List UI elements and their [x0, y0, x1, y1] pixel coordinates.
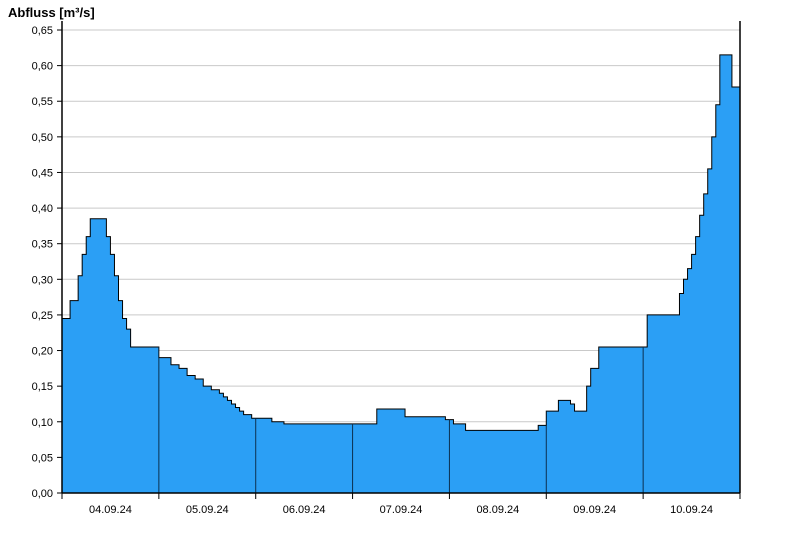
y-tick-label: 0,45 [32, 167, 53, 179]
y-tick-label: 0,20 [32, 346, 53, 358]
y-tick-label: 0,05 [32, 452, 53, 464]
chart-title: Abfluss [m³/s] [8, 5, 95, 20]
x-tick-label: 06.09.24 [283, 504, 326, 516]
x-axis-ticks: 04.09.24 05.09.24 06.09.24 07.09.24 08.09.24… [61, 493, 741, 516]
y-axis-ticks: 0,00 0,05 0,10 0,15 0,20 0,25 0,30 0,35 0,40 0,45… [32, 25, 62, 500]
y-tick-label: 0,40 [32, 203, 53, 215]
discharge-area-series [61, 54, 741, 494]
y-tick-label: 0,60 [32, 61, 53, 73]
y-tick-label: 0,15 [32, 381, 53, 393]
y-tick-label: 0,65 [32, 25, 53, 37]
y-tick-label: 0,10 [32, 417, 53, 429]
x-tick-label: 04.09.24 [89, 504, 132, 516]
y-tick-label: 0,25 [32, 310, 53, 322]
y-tick-label: 0,00 [32, 488, 53, 500]
y-tick-label: 0,35 [32, 239, 53, 251]
x-tick-label: 08.09.24 [476, 504, 519, 516]
x-tick-label: 05.09.24 [186, 504, 229, 516]
y-tick-label: 0,30 [32, 274, 53, 286]
y-tick-label: 0,50 [32, 132, 53, 144]
x-tick-label: 10.09.24 [670, 504, 713, 516]
x-tick-label: 07.09.24 [380, 504, 423, 516]
axes [61, 21, 741, 494]
y-tick-label: 0,55 [32, 96, 53, 108]
x-tick-label: 09.09.24 [573, 504, 616, 516]
